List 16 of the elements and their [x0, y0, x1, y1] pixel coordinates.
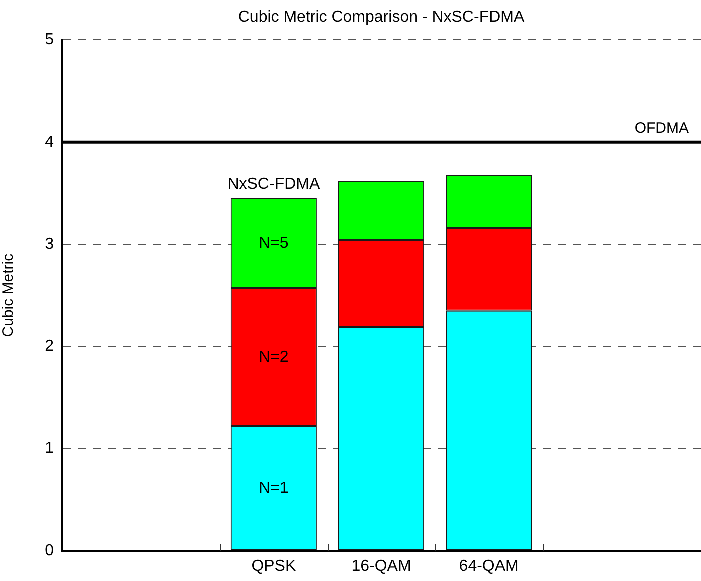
chart-title: Cubic Metric Comparison - NxSC-FDMA [238, 9, 525, 26]
x-tick-label: QPSK [252, 558, 296, 576]
ref-line-label: OFDMA [634, 120, 689, 137]
y-tick-label: 1 [45, 440, 54, 458]
annotation: NxSC-FDMA [228, 176, 320, 193]
y-tick-label: 3 [45, 236, 54, 253]
y-tick-label: 0 [45, 542, 54, 560]
series-label: N=2 [259, 348, 289, 366]
series-label: N=5 [259, 234, 289, 252]
y-tick-label: 4 [45, 134, 54, 151]
x-tick-label: 64-QAM [459, 558, 519, 576]
y-tick-label: 2 [45, 338, 54, 356]
x-tick-label: 16-QAM [352, 558, 412, 576]
y-tick-label: 5 [45, 32, 54, 49]
y-axis-title: Cubic Metric [0, 253, 18, 338]
series-label: N=1 [259, 480, 289, 497]
